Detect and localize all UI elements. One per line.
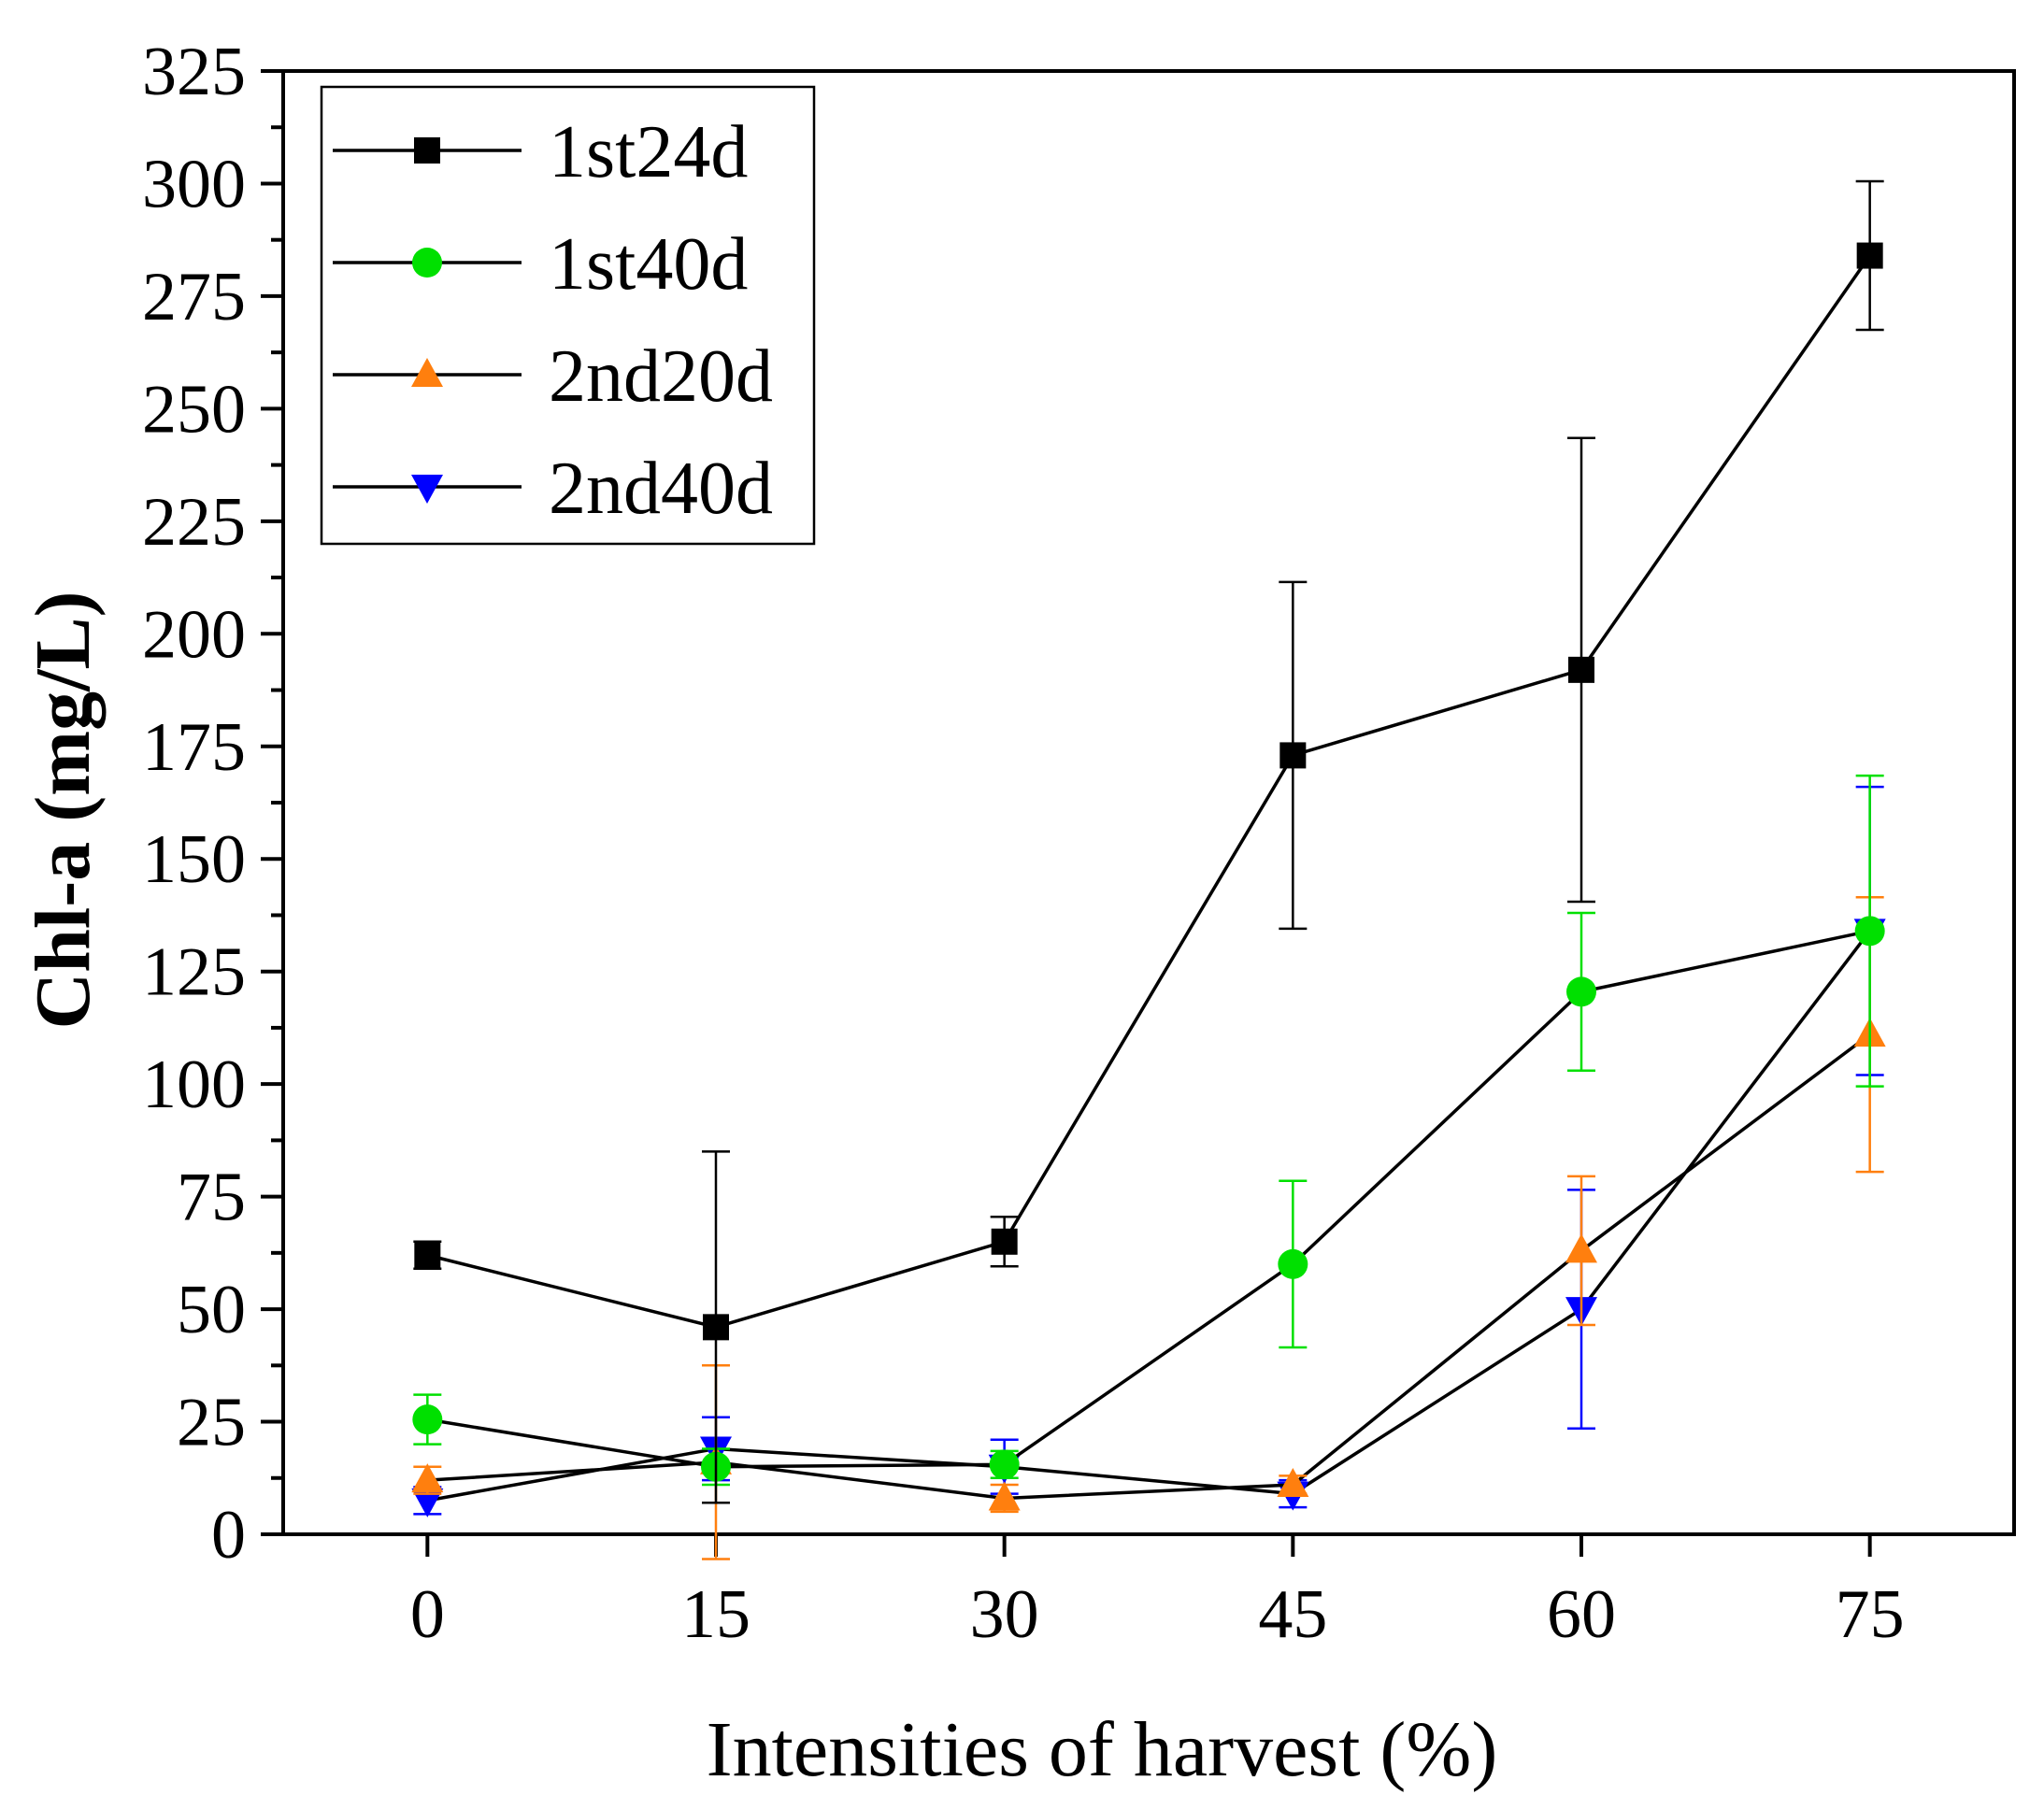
axes-layer: 0 25 50 75 100 125 150 175 200 225 250 275 300 325 0 15… [142,34,2016,1653]
x-tick-label: 75 [1836,1576,1905,1653]
series-line [427,929,1871,1469]
x-tick-label: 60 [1547,1576,1616,1653]
data-point [1854,916,1885,947]
legend-box [320,85,816,546]
y-tick-label: 25 [177,1385,246,1461]
data-point [1568,656,1594,683]
data-point [1279,742,1307,769]
legend-label: 1st40d [549,223,748,306]
series-2nd40d [411,785,1886,1517]
y-axis-title: Chl-a (mg/L) [20,591,107,1030]
y-tick-label: 175 [142,709,246,786]
series-layer [411,179,1886,1560]
data-point [1278,1248,1308,1279]
legend-item-1st24d: 1st24d [333,111,748,193]
legend: 1st24d 1st40d 2nd20d 2nd40d [320,85,816,546]
x-tick-label: 30 [970,1576,1039,1653]
data-point [989,1449,1020,1480]
legend-label: 2nd40d [549,448,773,530]
x-axis-title: Intensities of harvest (%) [707,1706,1498,1793]
data-point [414,1242,441,1269]
y-tick-label: 300 [142,146,246,222]
y-tick-label: 200 [142,596,246,673]
legend-item-2nd40d: 2nd40d [333,448,773,530]
legend-label: 1st24d [549,111,748,193]
series-1st40d [412,774,1885,1487]
data-point [1277,1467,1309,1497]
legend-item-2nd20d: 2nd20d [333,335,773,418]
y-tick-label: 150 [142,821,246,898]
legend-item-1st40d: 1st40d [333,223,748,306]
data-point [411,1463,444,1493]
x-tick-label: 15 [681,1576,750,1653]
data-point [1565,1233,1597,1263]
legend-marker [411,358,443,387]
y-tick-label: 275 [142,259,246,335]
y-tick-label: 225 [142,484,246,561]
y-tick-label: 250 [142,371,246,448]
series-line [427,930,1872,1503]
y-tick-label: 75 [177,1160,246,1236]
data-point [411,1488,444,1517]
legend-marker [412,248,442,278]
y-tick-label: 0 [211,1497,246,1574]
x-tick-label: 45 [1258,1576,1327,1653]
legend-label: 2nd20d [549,335,773,418]
y-tick-label: 100 [142,1047,246,1123]
data-point [991,1228,1018,1255]
x-tick-label: 0 [410,1576,445,1653]
y-tick-label: 125 [142,934,246,1011]
series-line [427,1033,1871,1501]
data-point [412,1404,443,1435]
legend-marker [411,475,443,504]
data-point [988,1481,1021,1511]
series-1st24d [413,179,1884,1504]
legend-marker [414,137,440,164]
data-point [703,1314,729,1341]
data-point [1856,242,1883,269]
data-point [1566,976,1596,1007]
y-tick-label: 50 [177,1272,246,1348]
y-tick-label: 325 [142,34,246,110]
series-line [426,254,1872,1330]
